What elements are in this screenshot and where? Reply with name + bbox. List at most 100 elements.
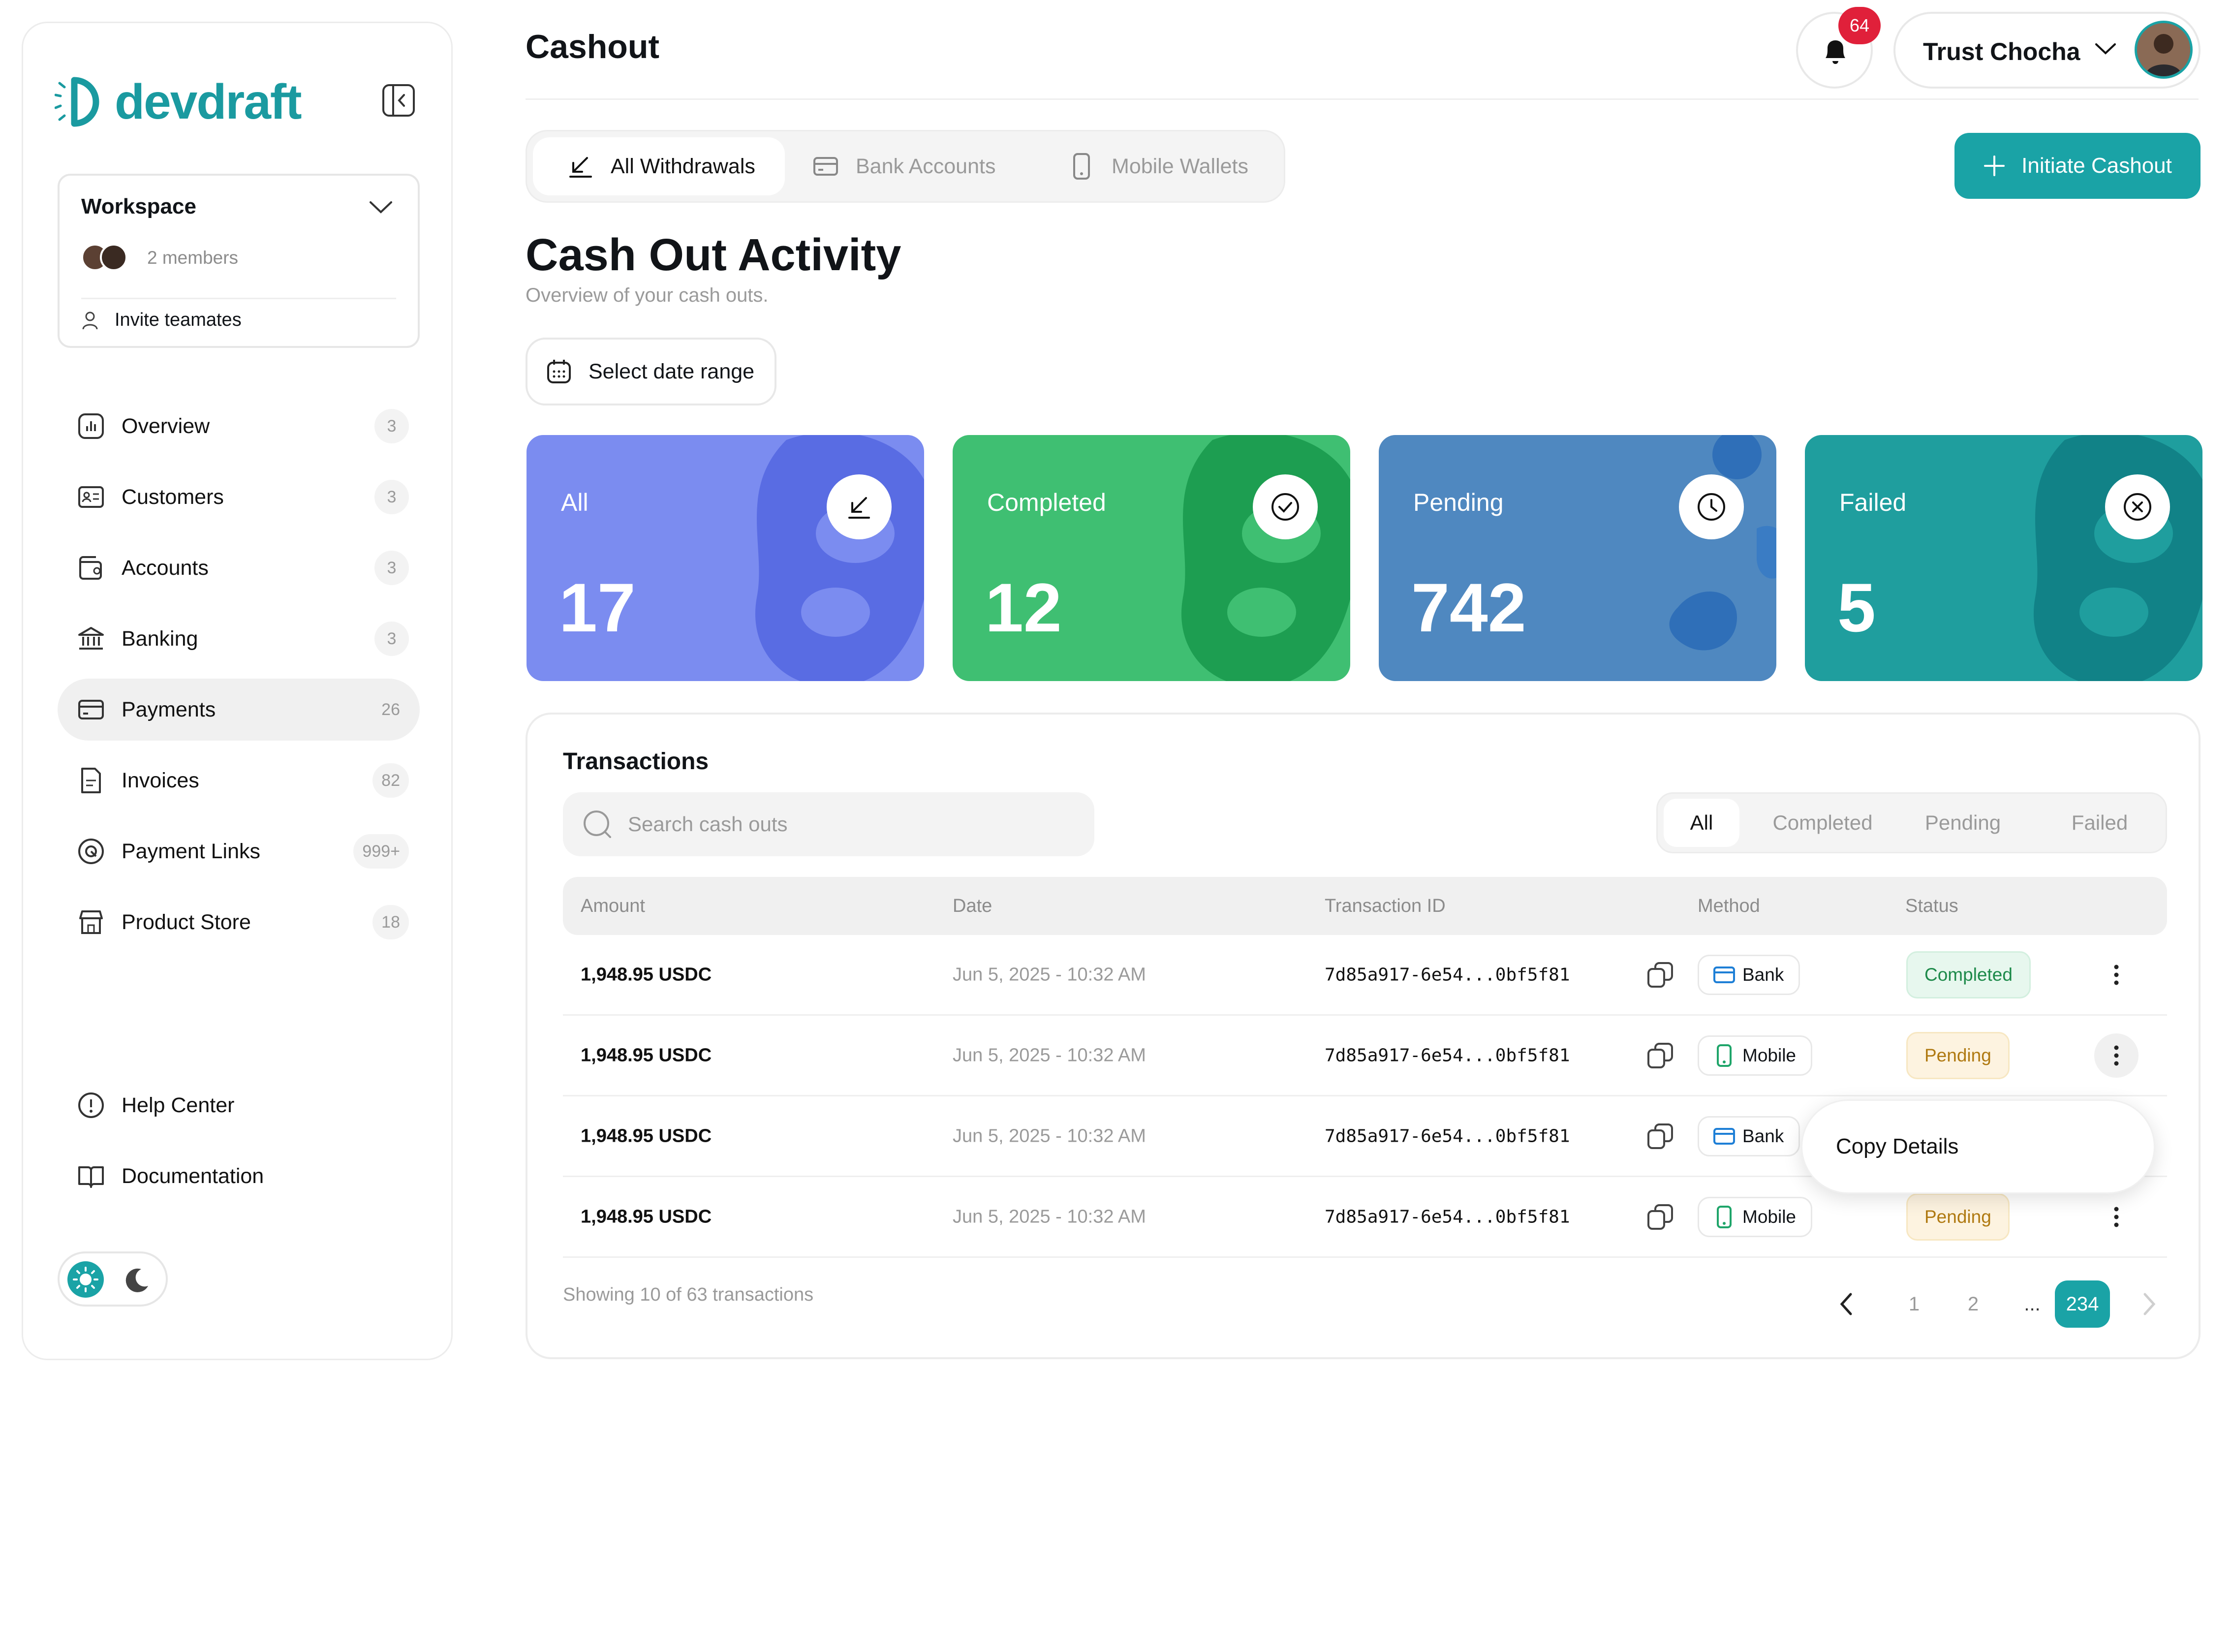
count-badge: 82	[372, 763, 409, 798]
amount: 1,948.95 USDC	[581, 964, 712, 985]
method-label: Bank	[1742, 1125, 1784, 1146]
arrow-down-left-icon	[827, 474, 892, 539]
row-actions-button[interactable]	[2094, 1033, 2139, 1078]
row-actions-button[interactable]	[2094, 1195, 2139, 1239]
cashout-tabs: All Withdrawals Bank Accounts Mobile Wal…	[526, 130, 1285, 203]
table-row[interactable]: 1,948.95 USDC Jun 5, 2025 - 10:32 AM 7d8…	[563, 1096, 2167, 1177]
transactions-panel: Transactions Search cash outs All Comple…	[526, 713, 2201, 1359]
chevron-left-icon	[1840, 1293, 1852, 1315]
bell-icon	[1826, 40, 1845, 64]
theme-toggle[interactable]	[58, 1251, 168, 1307]
table-row[interactable]: 1,948.95 USDC Jun 5, 2025 - 10:32 AM 7d8…	[563, 935, 2167, 1016]
sidebar-item-label: Banking	[122, 626, 198, 651]
sidebar-item-label: Help Center	[122, 1093, 235, 1117]
filter-completed[interactable]: Completed	[1772, 811, 1873, 834]
arrow-down-left-icon	[569, 157, 592, 178]
sun-icon[interactable]	[67, 1261, 104, 1298]
sidebar-item-help-center[interactable]: Help Center	[58, 1074, 420, 1136]
sidebar-item-accounts[interactable]: Accounts 3	[58, 537, 420, 599]
copy-icon[interactable]	[1645, 1041, 1675, 1070]
plus-icon	[1984, 156, 2005, 176]
stat-card-completed[interactable]: Completed 12	[953, 435, 1350, 681]
sidebar-item-banking[interactable]: Banking 3	[58, 608, 420, 670]
filter-all[interactable]: All	[1664, 799, 1739, 847]
date: Jun 5, 2025 - 10:32 AM	[953, 1206, 1146, 1227]
activity-subtitle: Overview of your cash outs.	[526, 284, 769, 306]
credit-card-icon	[1713, 966, 1735, 983]
clock-icon	[1679, 474, 1744, 539]
search-placeholder: Search cash outs	[628, 812, 788, 836]
page-button-current[interactable]: 234	[2055, 1280, 2110, 1328]
moon-icon[interactable]	[122, 1264, 153, 1296]
more-vertical-icon	[2114, 965, 2119, 985]
invite-label: Invite teamates	[115, 310, 242, 330]
members-count: 2 members	[147, 248, 239, 268]
avatar	[2135, 21, 2193, 79]
brand-logo[interactable]: devdraft	[55, 73, 302, 130]
stat-value: 12	[985, 569, 1062, 646]
stat-label: Failed	[1839, 489, 1907, 516]
tab-mobile-wallets[interactable]: Mobile Wallets	[1068, 137, 1275, 195]
transaction-id: 7d85a917-6e54...0bf5f81	[1325, 1126, 1570, 1146]
invite-teammates-button[interactable]: Invite teamates	[81, 310, 242, 331]
stat-card-all[interactable]: All 17	[527, 435, 924, 681]
date: Jun 5, 2025 - 10:32 AM	[953, 964, 1146, 985]
member-avatars	[81, 244, 127, 271]
table-row[interactable]: 1,948.95 USDC Jun 5, 2025 - 10:32 AM 7d8…	[563, 1016, 2167, 1096]
stat-card-pending[interactable]: Pending 742	[1379, 435, 1776, 681]
sidebar-item-label: Documentation	[122, 1164, 264, 1188]
chevron-down-icon[interactable]	[369, 200, 393, 215]
x-circle-icon	[2105, 474, 2170, 539]
sidebar-item-documentation[interactable]: Documentation	[58, 1145, 420, 1207]
credit-card-icon	[813, 157, 838, 176]
stat-label: All	[561, 489, 589, 516]
method-badge: Bank	[1698, 954, 1800, 995]
sidebar-item-customers[interactable]: Customers 3	[58, 466, 420, 528]
link-icon	[78, 839, 104, 864]
workspace-card[interactable]: Workspace 2 members Invite teamates	[58, 174, 420, 348]
table-row[interactable]: 1,948.95 USDC Jun 5, 2025 - 10:32 AM 7d8…	[563, 1177, 2167, 1258]
notifications-button[interactable]	[1796, 12, 1873, 89]
button-label: Initiate Cashout	[2021, 154, 2172, 178]
date-range-picker[interactable]: Select date range	[526, 338, 776, 405]
credit-card-icon	[1713, 1127, 1735, 1145]
decorative-shape	[1181, 435, 1350, 681]
initiate-cashout-button[interactable]: Initiate Cashout	[1954, 133, 2201, 199]
filter-pending[interactable]: Pending	[1924, 811, 2001, 834]
column-header: Method	[1698, 896, 1760, 916]
row-actions-button[interactable]	[2094, 953, 2139, 997]
sidebar-item-label: Overview	[122, 414, 210, 438]
sidebar-item-invoices[interactable]: Invoices 82	[58, 749, 420, 811]
tab-all-withdrawals[interactable]: All Withdrawals	[533, 137, 785, 195]
sidebar: devdraft Workspace 2 members Invite team…	[22, 22, 453, 1360]
stat-value: 5	[1837, 569, 1876, 646]
amount: 1,948.95 USDC	[581, 1206, 712, 1227]
copy-icon[interactable]	[1645, 1202, 1675, 1232]
tab-bank-accounts[interactable]: Bank Accounts	[812, 137, 1029, 195]
sidebar-item-label: Payment Links	[122, 839, 261, 863]
collapse-sidebar-icon[interactable]	[381, 83, 416, 118]
copy-icon[interactable]	[1645, 960, 1675, 990]
sidebar-item-payments[interactable]: Payments 26	[58, 679, 420, 741]
method-badge: Mobile	[1698, 1196, 1812, 1237]
sidebar-item-product-store[interactable]: Product Store 18	[58, 891, 420, 953]
date: Jun 5, 2025 - 10:32 AM	[953, 1045, 1146, 1065]
page-button[interactable]: 2	[1967, 1293, 1979, 1315]
info-icon	[78, 1092, 104, 1118]
filter-failed[interactable]: Failed	[2071, 811, 2128, 834]
previous-page-button[interactable]	[1827, 1280, 1866, 1328]
copy-details-menu-item[interactable]: Copy Details	[1836, 1134, 1959, 1158]
sidebar-item-label: Payments	[122, 697, 216, 721]
sidebar-item-overview[interactable]: Overview 3	[58, 395, 420, 457]
user-menu[interactable]: Trust Chocha	[1893, 12, 2201, 89]
count-badge: 3	[374, 480, 409, 514]
next-page-button[interactable]	[2130, 1280, 2169, 1328]
search-input[interactable]: Search cash outs	[563, 792, 1094, 856]
tab-label: All Withdrawals	[611, 154, 755, 178]
page-button[interactable]: 1	[1908, 1293, 1920, 1315]
stat-card-failed[interactable]: Failed 5	[1805, 435, 2202, 681]
table-header: Amount Date Transaction ID Method Status	[563, 877, 2167, 935]
date: Jun 5, 2025 - 10:32 AM	[953, 1125, 1146, 1146]
sidebar-item-payment-links[interactable]: Payment Links 999+	[58, 820, 420, 882]
copy-icon[interactable]	[1645, 1122, 1675, 1151]
